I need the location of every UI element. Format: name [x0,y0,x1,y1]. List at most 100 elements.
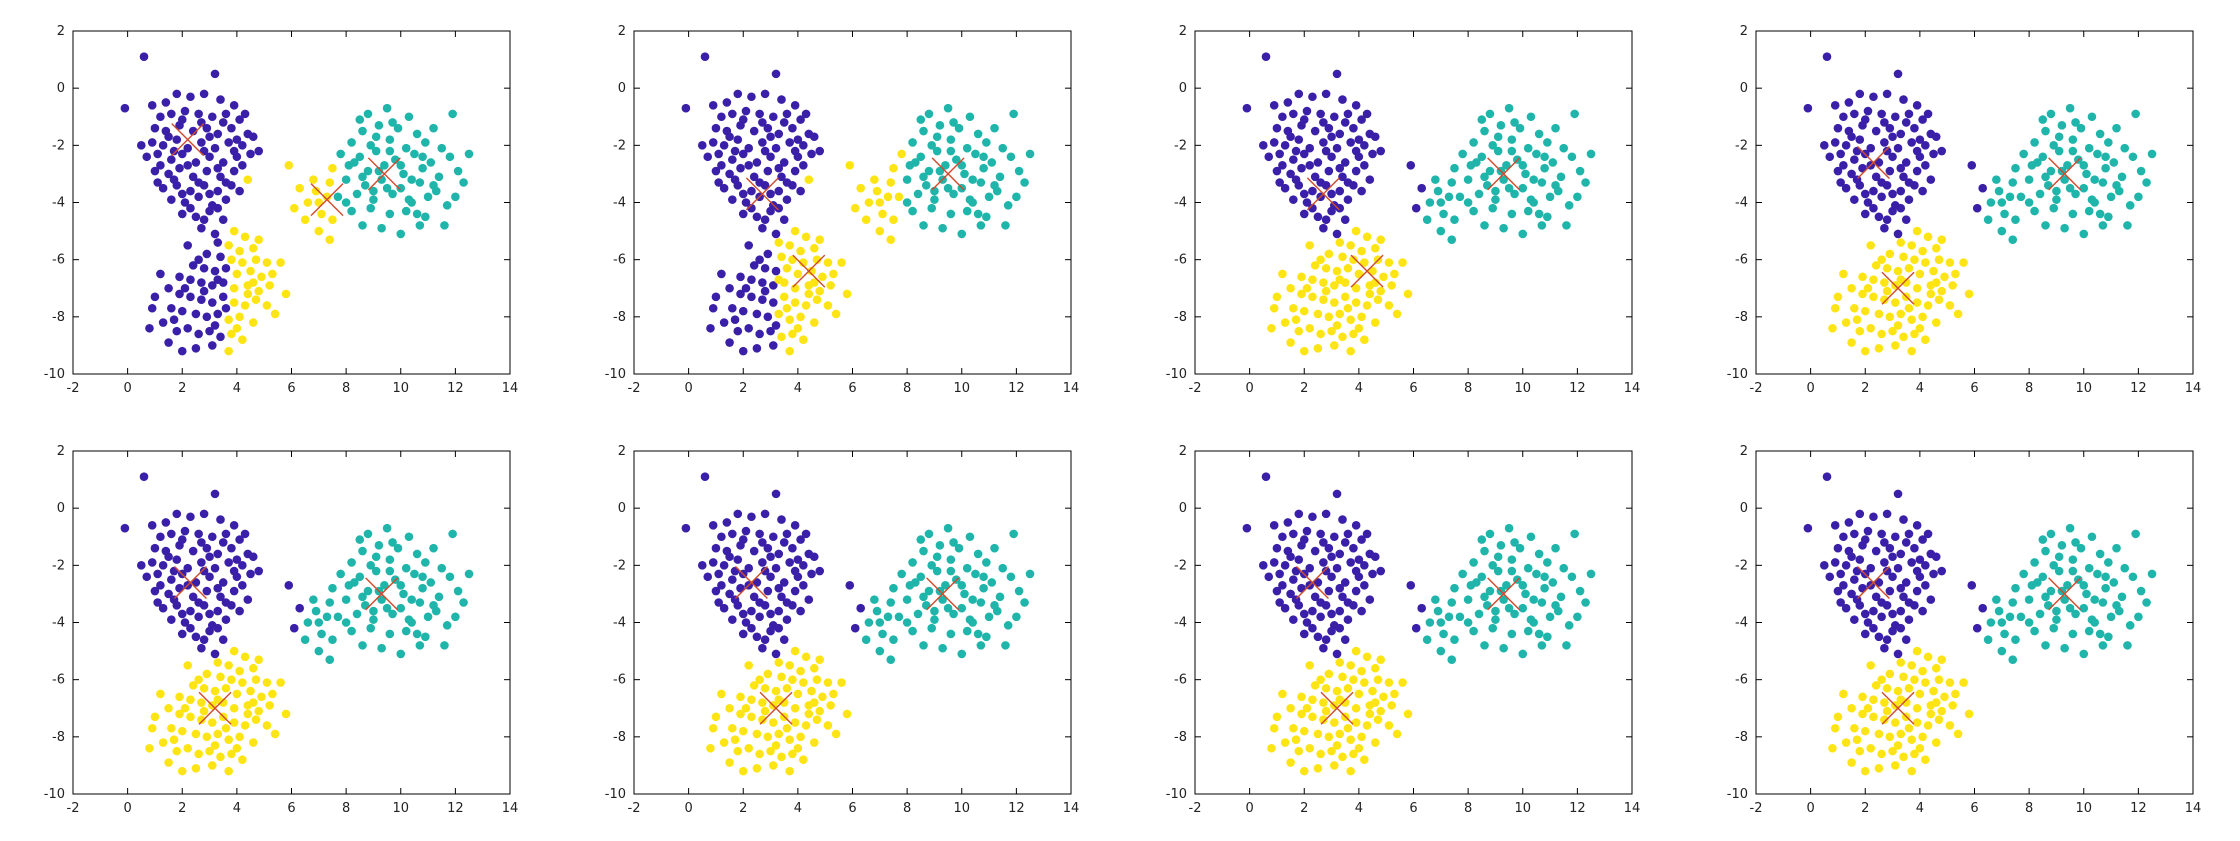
data-point [1297,709,1306,719]
data-point [766,132,775,142]
data-point [774,658,784,667]
data-point [1376,655,1386,664]
data-point [951,155,961,164]
data-point [1436,198,1446,207]
x-tick-label: 6 [1409,381,1417,396]
data-point [1335,309,1345,319]
data-point [1305,323,1315,333]
data-point [1852,735,1862,744]
data-point [1507,146,1517,156]
data-point [235,246,244,256]
data-point [1860,766,1870,776]
data-point [229,101,239,110]
data-point [1899,592,1908,602]
data-point [1343,195,1353,204]
data-point [785,766,794,776]
data-points [120,52,474,356]
data-point [2125,201,2135,210]
data-point [1518,649,1528,659]
data-point [815,655,825,664]
data-point [883,192,893,202]
data-point [1370,132,1380,142]
data-point [760,146,770,156]
data-point [790,703,800,713]
data-point [262,721,272,730]
data-point [194,178,203,187]
data-point [1901,578,1911,587]
data-point [1335,186,1345,196]
data-point [1915,269,1925,279]
x-tick-label: 2 [1300,381,1308,396]
data-point [1294,509,1304,519]
data-point [1852,315,1862,324]
data-point [1482,601,1492,610]
data-point [194,529,203,539]
data-point [167,195,176,204]
data-point [207,532,217,542]
data-point [2104,138,2113,147]
data-point [1833,543,1843,553]
data-point [733,555,743,564]
data-point [1278,689,1287,699]
data-point [1931,132,1941,142]
data-point [2076,123,2086,133]
data-point [1866,323,1876,333]
data-point [415,178,425,187]
data-point [1455,192,1465,202]
data-point [229,283,239,293]
data-point [1850,615,1859,624]
data-point [1346,661,1355,670]
data-point [169,175,179,184]
data-point [1874,632,1884,642]
data-point [1469,138,1478,147]
data-point [1343,723,1353,733]
centroid-marker [198,691,232,725]
data-point [919,592,928,602]
data-point [1362,721,1372,730]
data-point [197,558,206,567]
data-point [1507,629,1517,639]
data-point [358,172,367,182]
data-point [779,635,789,644]
data-point [1012,612,1021,622]
data-point [1316,255,1325,264]
data-point [2043,601,2053,610]
data-point [248,278,258,287]
data-point [388,538,397,547]
data-point [1839,112,1848,122]
data-point [1896,729,1906,739]
data-point [738,189,748,199]
data-point [785,138,794,147]
data-point [1275,178,1284,187]
centroid-marker [2048,577,2082,611]
data-point [1493,566,1503,576]
data-point [172,135,182,144]
data-point [221,178,231,187]
data-point [1562,641,1571,650]
data-point [796,606,805,616]
data-point [779,118,789,127]
data-point [864,198,874,207]
data-point [2082,589,2091,599]
data-point [730,146,740,156]
data-point [815,706,825,716]
data-point [1877,109,1886,119]
data-point [1357,186,1366,196]
data-point [1543,558,1552,567]
data-point [1521,169,1530,179]
data-point [1310,261,1320,270]
data-point [415,641,425,650]
data-point [1310,546,1320,556]
x-tick-label: 10 [1514,801,1531,816]
data-point [768,281,778,290]
data-point [191,309,201,319]
data-point [1907,138,1916,147]
data-point [156,581,165,590]
data-point [2060,595,2069,604]
data-point [325,178,335,187]
data-point [777,172,786,182]
data-point [799,581,808,590]
data-point [188,172,198,182]
data-point [191,763,201,773]
data-point [2016,612,2026,622]
